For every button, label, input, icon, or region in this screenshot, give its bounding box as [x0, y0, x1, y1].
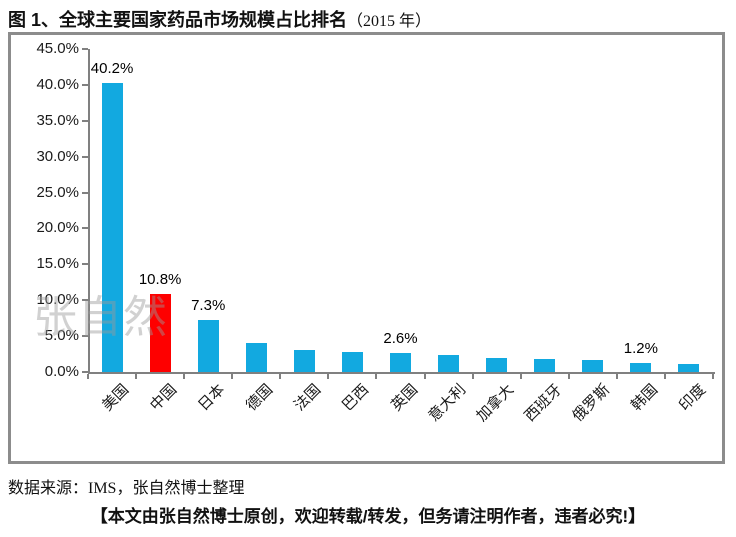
x-axis-label-中国: 中国 — [147, 381, 181, 415]
y-axis-tick-label: 45.0% — [36, 40, 79, 57]
y-axis-tick — [82, 299, 88, 302]
figure-title-text: 图 1、全球主要国家药品市场规模占比排名 — [8, 10, 348, 30]
x-axis-label-韩国: 韩国 — [627, 381, 662, 415]
x-axis-label-英国: 英国 — [387, 381, 421, 415]
y-axis-tick — [82, 48, 88, 50]
x-axis-label-法国: 法国 — [291, 381, 325, 415]
bar-value-label: 2.6% — [383, 330, 418, 348]
x-axis-tick — [519, 374, 522, 379]
x-axis-tick — [87, 374, 89, 379]
bar-西班牙 — [534, 359, 556, 372]
bar-印度 — [678, 364, 700, 372]
y-axis-tick — [82, 371, 88, 373]
y-axis-tick-label: 10.0% — [36, 291, 79, 309]
x-axis-label-巴西: 巴西 — [339, 381, 373, 415]
x-axis-tick — [279, 374, 282, 379]
x-axis-label-美国: 美国 — [98, 381, 133, 415]
y-axis-tick — [82, 227, 88, 230]
x-axis-tick — [471, 374, 474, 379]
x-axis-label-俄罗斯: 俄罗斯 — [569, 381, 613, 425]
x-axis-label-加拿大: 加拿大 — [472, 381, 517, 425]
bar-意大利 — [438, 355, 460, 372]
y-axis-tick-label: 40.0% — [36, 75, 79, 93]
watermark-text: 张自然 — [33, 293, 168, 342]
x-axis-label-日本: 日本 — [195, 381, 229, 415]
y-axis-tick-label: 30.0% — [36, 147, 79, 165]
x-axis-tick — [375, 374, 378, 379]
x-axis-tick — [231, 374, 234, 379]
copyright-footer: 【本文由张自然博士原创，欢迎转载/转发，但务请注明作者，违者必究!】 — [90, 507, 646, 526]
y-axis — [88, 49, 90, 372]
y-axis-tick — [82, 83, 88, 86]
x-axis-tick — [327, 374, 330, 379]
x-axis — [88, 372, 715, 374]
x-axis-label-印度: 印度 — [675, 381, 710, 415]
bar-value-label: 1.2% — [623, 340, 658, 358]
x-axis-label-西班牙: 西班牙 — [521, 381, 565, 425]
bar-德国 — [245, 343, 267, 372]
bar-美国 — [101, 83, 123, 372]
bar-中国 — [149, 294, 171, 372]
y-axis-tick-label: 5.0% — [44, 327, 79, 345]
bar-value-label: 7.3% — [191, 296, 226, 314]
bar-法国 — [293, 349, 315, 372]
figure-title-year: （2015 年） — [347, 13, 432, 30]
y-axis-tick-label: 0.0% — [44, 363, 79, 380]
bar-英国 — [390, 353, 411, 372]
plot-area: 张自然 0.0% 5.0% 10.0% 15.0% 20.0% 25.0% 30.0% 35.… — [11, 35, 716, 455]
x-axis-tick — [712, 374, 714, 379]
data-source-note: 数据来源：IMS，张自然博士整理 — [8, 480, 245, 497]
bar-韩国 — [630, 363, 652, 372]
y-axis-tick — [82, 335, 88, 338]
bar-日本 — [197, 319, 219, 372]
bar-value-label: 10.8% — [138, 271, 182, 289]
x-axis-label-德国: 德国 — [243, 381, 277, 415]
y-axis-tick — [82, 155, 88, 158]
y-axis-tick-label: 20.0% — [36, 219, 79, 237]
y-axis-tick-label: 25.0% — [36, 183, 79, 201]
x-axis-tick — [567, 374, 570, 379]
y-axis-tick — [82, 119, 88, 122]
x-axis-tick — [615, 374, 618, 379]
y-axis-tick-label: 35.0% — [36, 111, 79, 129]
x-axis-tick — [135, 374, 138, 379]
bar-加拿大 — [486, 358, 508, 372]
figure-title: 图 1、全球主要国家药品市场规模占比排名（2015 年） — [8, 6, 728, 32]
y-axis-tick-label: 15.0% — [36, 255, 79, 273]
y-axis-tick — [82, 191, 88, 194]
bar-俄罗斯 — [582, 359, 604, 372]
chart-panel: 张自然 0.0% 5.0% 10.0% 15.0% 20.0% 25.0% 30.0% 35.… — [8, 32, 725, 464]
x-axis-tick — [183, 374, 186, 379]
bar-value-label: 40.2% — [90, 60, 134, 78]
x-axis-tick — [423, 374, 426, 379]
x-axis-tick — [663, 374, 666, 379]
y-axis-tick — [82, 263, 88, 266]
bar-巴西 — [341, 351, 363, 372]
x-axis-label-意大利: 意大利 — [424, 381, 469, 425]
